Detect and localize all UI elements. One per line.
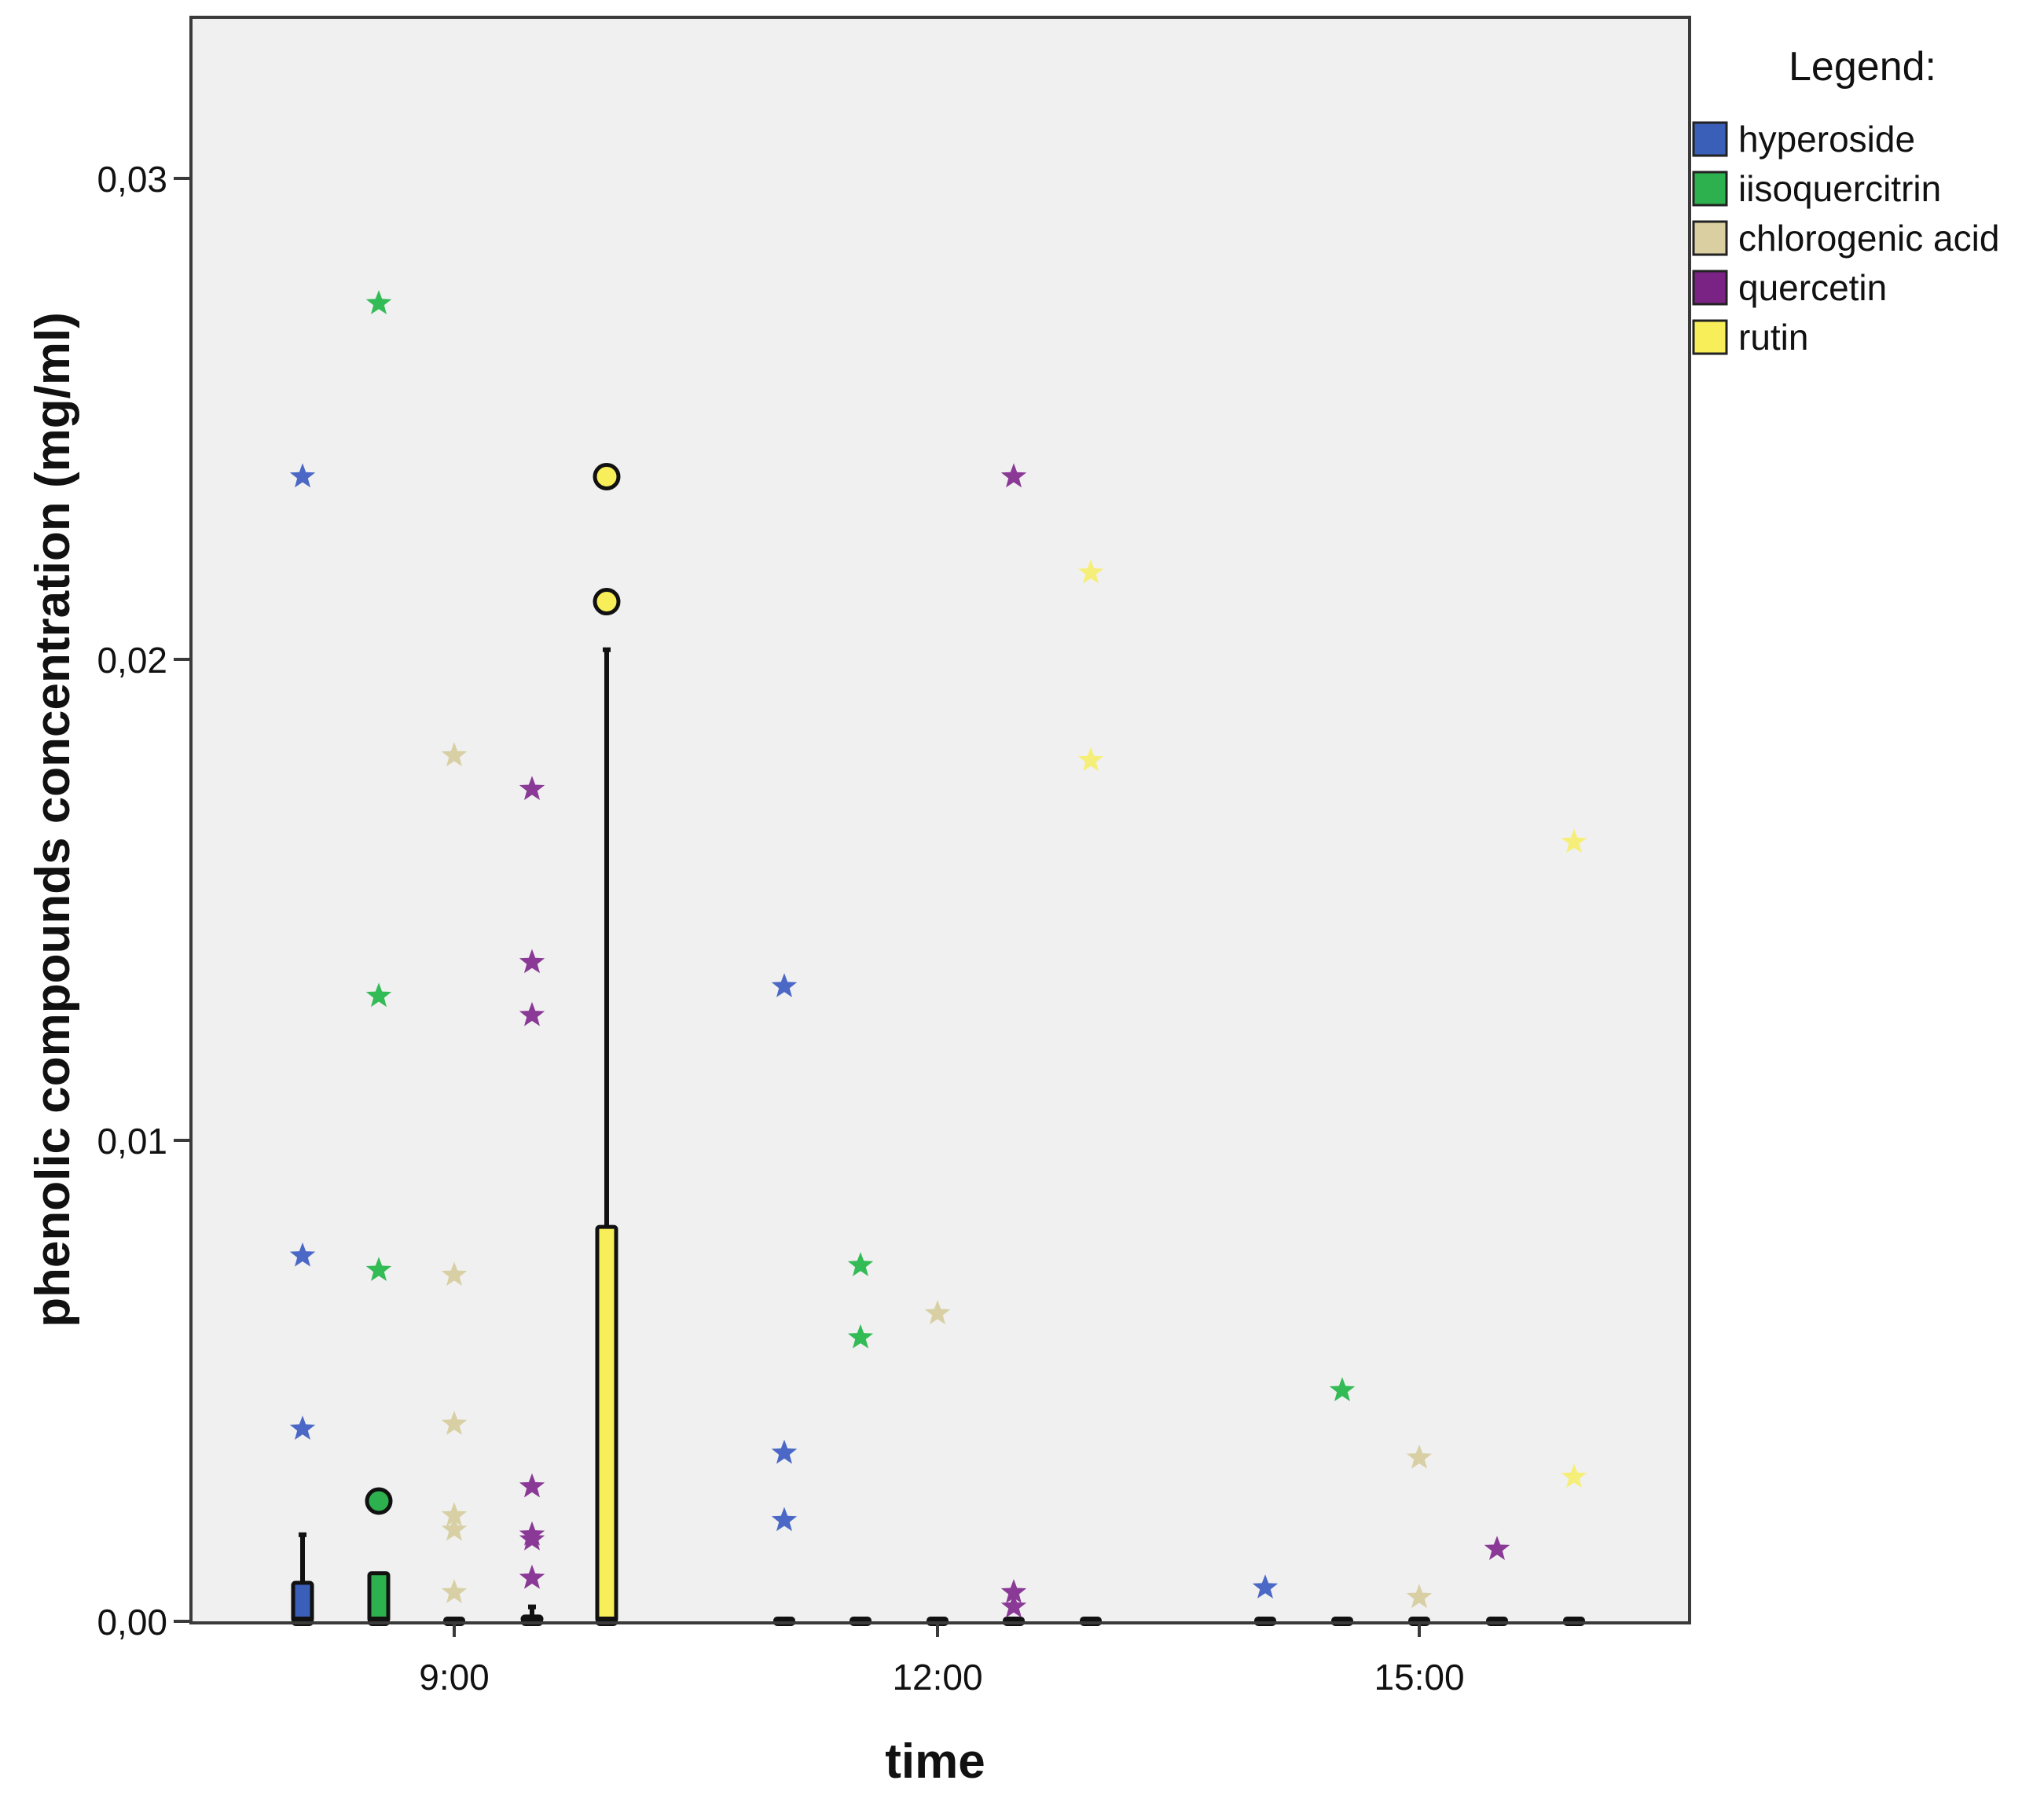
x-tick-label: 12:00 (892, 1657, 982, 1698)
legend-swatch (1692, 121, 1728, 157)
extreme-star (1561, 828, 1587, 853)
extreme-star (1406, 1444, 1433, 1469)
extreme-star (441, 742, 468, 767)
extreme-star (1406, 1584, 1433, 1609)
plot-background (191, 17, 1690, 1623)
extreme-star (847, 1323, 874, 1349)
extreme-star (1561, 1463, 1587, 1488)
outlier-point (365, 1487, 393, 1515)
legend-swatch (1692, 270, 1728, 306)
extreme-star (441, 1261, 468, 1287)
extreme-star (519, 949, 545, 974)
extreme-star (365, 1257, 392, 1281)
y-axis: 0,00 0,01 0,02 0,03 (97, 159, 191, 1643)
legend-swatch (1692, 220, 1728, 256)
box (291, 1580, 314, 1624)
extreme-star (1252, 1574, 1279, 1599)
extreme-star (441, 1516, 468, 1541)
extreme-star (1077, 559, 1104, 584)
extreme-star (1000, 463, 1027, 488)
extreme-star (289, 1415, 316, 1440)
y-axis-title: phenolic compounds concentration (mg/ml) (26, 312, 80, 1327)
extreme-star (441, 1579, 468, 1603)
plot-frame (189, 16, 1691, 1624)
extreme-star (1077, 747, 1104, 772)
extreme-star (771, 973, 798, 997)
legend-swatch (1692, 319, 1728, 355)
y-tick-label: 0,02 (97, 640, 167, 681)
x-axis: 9:00 12:00 15:00 (419, 1623, 1465, 1698)
extreme-star (1000, 1593, 1027, 1618)
extreme-star (519, 1564, 545, 1589)
extreme-star (1484, 1536, 1510, 1560)
outlier-point (593, 588, 621, 616)
extreme-star (1329, 1377, 1356, 1401)
y-tick-label: 0,00 (97, 1602, 167, 1643)
legend-label: chlorogenic acid (1738, 218, 1999, 259)
extreme-star (289, 1242, 316, 1267)
x-tick-label: 9:00 (419, 1657, 490, 1698)
extreme-star (519, 1001, 545, 1026)
extreme-star (924, 1300, 951, 1325)
extreme-star (1000, 1579, 1027, 1603)
y-tick-label: 0,03 (97, 159, 167, 200)
outlier-point (593, 462, 621, 490)
legend-label: iisoquercitrin (1738, 168, 1941, 209)
y-tick-label: 0,01 (97, 1121, 167, 1162)
extreme-star (365, 982, 392, 1008)
legend: Legend: hyperoside iisoquercitrin chloroge… (1692, 44, 1999, 358)
extreme-star (519, 1526, 545, 1551)
extreme-star (519, 1473, 545, 1498)
extreme-star (771, 1439, 798, 1464)
extreme-star (441, 1411, 468, 1435)
extreme-star (771, 1507, 798, 1532)
extreme-star (847, 1252, 874, 1276)
extreme-star (519, 776, 545, 800)
x-tick-label: 15:00 (1374, 1657, 1464, 1698)
legend-label: hyperoside (1738, 119, 1915, 160)
legend-label: rutin (1738, 317, 1808, 358)
box (595, 1224, 618, 1624)
box (367, 1571, 391, 1624)
x-axis-title: time (885, 1734, 985, 1789)
extreme-star (365, 290, 392, 314)
extreme-star (289, 463, 316, 488)
legend-swatch (1692, 171, 1728, 207)
outlier-markers (289, 290, 1587, 1618)
legend-title: Legend: (1789, 44, 1936, 90)
extreme-star (441, 1502, 468, 1527)
legend-label: quercetin (1738, 267, 1887, 308)
